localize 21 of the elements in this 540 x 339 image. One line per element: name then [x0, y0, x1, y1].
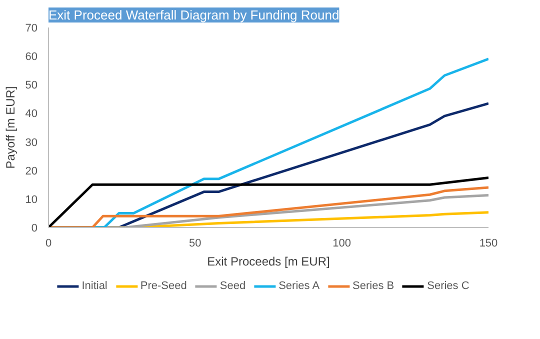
x-axis-title: Exit Proceeds [m EUR]	[207, 254, 330, 268]
x-tick-label: 0	[45, 238, 52, 250]
y-tick-label: 60	[25, 51, 38, 64]
y-tick-label: 50	[25, 80, 38, 92]
x-tick-label: 100	[332, 238, 352, 250]
legend-label: Seed	[220, 280, 246, 292]
legend-label: Initial	[82, 280, 108, 292]
x-tick-label: 50	[189, 238, 202, 250]
legend-label: Series A	[278, 280, 320, 292]
y-axis-title: Payoff [m EUR]	[3, 86, 18, 169]
y-tick-label: 0	[31, 222, 38, 234]
y-tick-label: 30	[25, 136, 38, 149]
legend-label: Series C	[427, 280, 470, 292]
y-tick-label: 70	[25, 22, 38, 34]
y-tick-label: 40	[25, 108, 38, 120]
legend-label: Series B	[352, 280, 394, 292]
chart-title: Exit Proceed Waterfall Diagram by Funding Round	[48, 8, 340, 22]
y-tick-label: 10	[25, 194, 38, 206]
legend-label: Pre-Seed	[140, 280, 187, 292]
y-tick-label: 20	[25, 165, 38, 178]
x-tick-label: 150	[479, 238, 498, 250]
